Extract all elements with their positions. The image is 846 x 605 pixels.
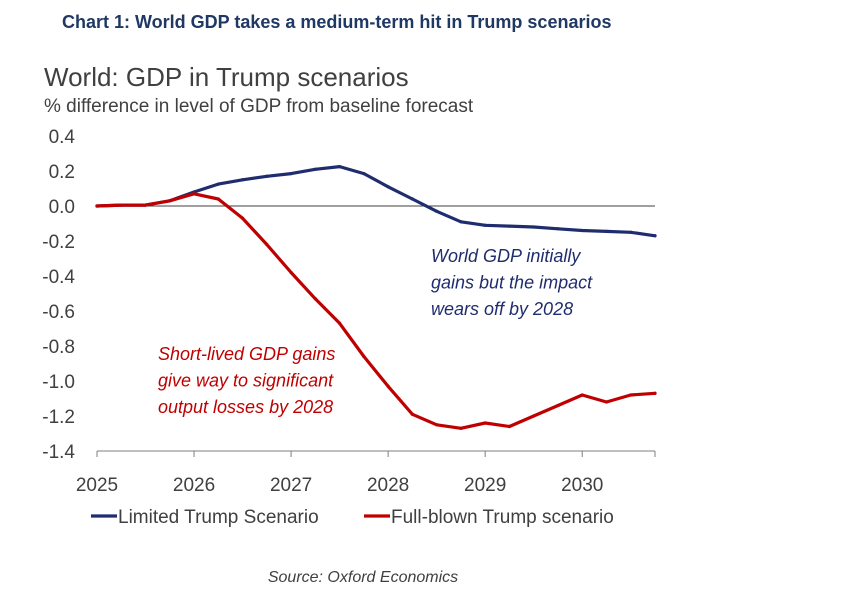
data-point bbox=[240, 178, 245, 182]
data-point bbox=[313, 167, 317, 171]
y-tick-label: -0.4 bbox=[42, 267, 75, 288]
x-tick-label: 2030 bbox=[561, 475, 603, 496]
data-point bbox=[338, 165, 342, 169]
data-point bbox=[362, 172, 366, 176]
data-point bbox=[192, 192, 196, 196]
annotation-text: World GDP initially bbox=[431, 246, 581, 266]
data-point bbox=[629, 230, 633, 234]
chart-title: World: GDP in Trump scenarios bbox=[44, 62, 409, 92]
annotation-text: output losses by 2028 bbox=[158, 397, 333, 417]
y-tick-label: 0.4 bbox=[49, 127, 76, 148]
data-point bbox=[410, 412, 414, 416]
data-point bbox=[532, 414, 536, 418]
data-point bbox=[143, 203, 148, 207]
data-point bbox=[338, 321, 342, 325]
x-tick-label: 2026 bbox=[173, 475, 215, 496]
data-point bbox=[604, 400, 609, 404]
data-point bbox=[483, 421, 487, 425]
data-point bbox=[265, 242, 269, 247]
data-point bbox=[556, 403, 560, 408]
data-point bbox=[580, 393, 584, 397]
y-tick-label: -0.6 bbox=[42, 302, 75, 323]
data-point bbox=[580, 228, 584, 233]
data-point bbox=[240, 216, 245, 220]
annotation-text: Short-lived GDP gains bbox=[158, 344, 335, 364]
y-axis: 0.4 0.2 0.0 -0.2 -0.4 -0.6 -0.8 -1.0 -1.2 -1.4 bbox=[42, 127, 75, 463]
data-point bbox=[289, 172, 293, 176]
y-tick-label: 0.2 bbox=[49, 162, 75, 183]
data-point bbox=[386, 384, 390, 388]
x-tick-label: 2025 bbox=[76, 475, 118, 496]
annotation-text: give way to significant bbox=[158, 371, 334, 391]
data-point bbox=[604, 229, 609, 233]
data-point bbox=[119, 203, 123, 207]
data-point bbox=[459, 426, 463, 430]
legend: Limited Trump Scenario Full-blown Trump s… bbox=[91, 507, 614, 528]
data-point bbox=[313, 297, 317, 301]
legend-label: Limited Trump Scenario bbox=[118, 507, 319, 528]
data-point bbox=[532, 225, 536, 229]
data-point bbox=[459, 220, 463, 224]
annotation-text: gains but the impact bbox=[431, 273, 593, 293]
y-tick-label: -1.0 bbox=[42, 372, 75, 393]
x-tick-label: 2027 bbox=[270, 475, 312, 496]
data-point bbox=[362, 354, 366, 359]
data-point bbox=[435, 423, 439, 427]
y-tick-label: -0.2 bbox=[42, 232, 75, 253]
annotations: World GDP initially gains but the impact w… bbox=[158, 246, 593, 417]
data-point bbox=[653, 391, 657, 395]
data-point bbox=[556, 227, 560, 231]
data-point bbox=[507, 224, 512, 228]
data-point bbox=[265, 174, 269, 178]
y-tick-label: -1.2 bbox=[42, 407, 75, 428]
series-line-limited bbox=[95, 165, 657, 238]
data-point bbox=[653, 234, 657, 238]
chart-subtitle: % difference in level of GDP from baseli… bbox=[44, 96, 474, 117]
data-point bbox=[483, 223, 487, 227]
data-point bbox=[435, 209, 439, 213]
data-point bbox=[95, 204, 99, 208]
data-point bbox=[410, 197, 414, 201]
data-point bbox=[386, 185, 390, 189]
y-tick-label: -0.8 bbox=[42, 337, 75, 358]
series-layer bbox=[95, 165, 657, 430]
series-line-full-blown bbox=[95, 192, 657, 430]
x-axis: 2025 2026 2027 2028 2029 2030 bbox=[76, 450, 656, 496]
data-point bbox=[629, 393, 633, 397]
x-tick-label: 2028 bbox=[367, 475, 409, 496]
data-point bbox=[289, 270, 293, 275]
legend-label: Full-blown Trump scenario bbox=[391, 507, 614, 528]
y-tick-label: 0.0 bbox=[49, 197, 75, 218]
data-point bbox=[216, 182, 220, 186]
x-tick-label: 2029 bbox=[464, 475, 506, 496]
y-tick-label: -1.4 bbox=[42, 442, 75, 463]
chart-source: Source: Oxford Economics bbox=[267, 569, 459, 586]
annotation-text: wears off by 2028 bbox=[431, 299, 573, 319]
chart-header: Chart 1: World GDP takes a medium-term h… bbox=[62, 12, 612, 32]
data-point bbox=[168, 199, 172, 203]
data-point bbox=[216, 197, 220, 201]
data-point bbox=[507, 424, 512, 429]
